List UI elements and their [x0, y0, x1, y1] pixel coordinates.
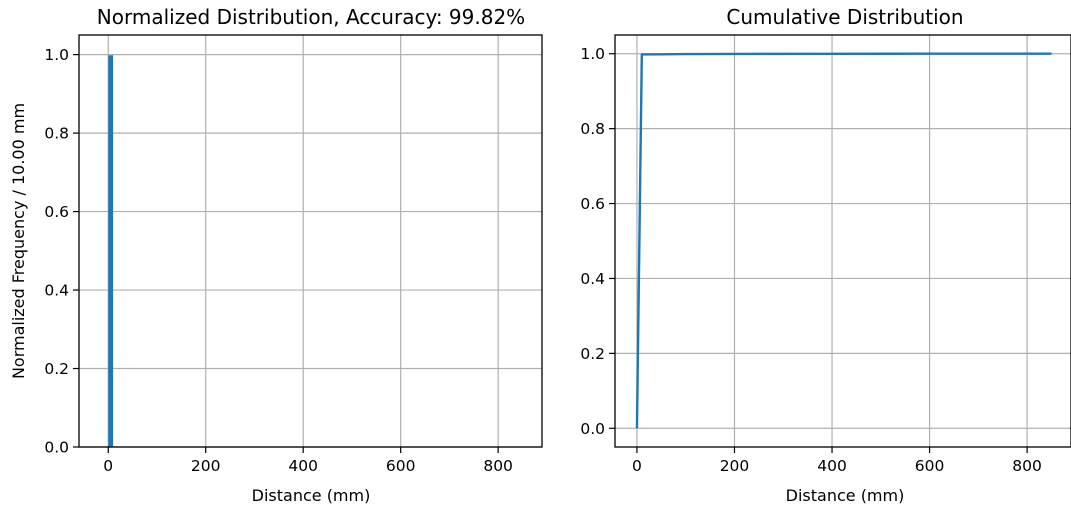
- plot-frame: [78, 34, 543, 448]
- histogram-bar: [108, 55, 114, 448]
- y-tick-label: 1.0: [580, 45, 605, 63]
- y-tick-label: 0.0: [44, 439, 69, 457]
- cumulative-line: [635, 52, 1052, 429]
- y-tick-label: 0.6: [580, 195, 605, 213]
- x-tick-label: 800: [483, 457, 513, 475]
- x-tick-label: 200: [191, 457, 221, 475]
- x-tick-label: 200: [720, 457, 750, 475]
- plot-frame: [614, 34, 1071, 448]
- y-tick-label: 0.0: [580, 420, 605, 438]
- cumulative-line-series: [635, 52, 1052, 429]
- y-tick-label: 0.4: [44, 282, 69, 300]
- x-tick-label: 600: [915, 457, 945, 475]
- y-tick-label: 0.8: [44, 125, 69, 143]
- x-tick-label: 0: [632, 457, 642, 475]
- x-tick-label: 400: [817, 457, 847, 475]
- chart-title: Normalized Distribution, Accuracy: 99.82…: [97, 5, 525, 29]
- y-axis-label: Normalized Frequency / 10.00 mm: [9, 103, 28, 379]
- y-axis-ticks: 0.0 0.2 0.4 0.6 0.8 1.0: [44, 46, 79, 457]
- x-axis-label: Distance (mm): [252, 486, 371, 505]
- grid: [79, 35, 542, 448]
- y-tick-label: 0.2: [580, 345, 605, 363]
- y-tick-label: 0.8: [580, 120, 605, 138]
- x-axis-ticks: 0 200 400 600 800: [632, 447, 1042, 475]
- chart-title: Cumulative Distribution: [726, 5, 963, 29]
- x-tick-label: 400: [288, 457, 318, 475]
- y-tick-label: 0.2: [44, 360, 69, 378]
- y-tick-label: 1.0: [44, 46, 69, 64]
- y-tick-label: 0.4: [580, 270, 605, 288]
- x-tick-label: 600: [386, 457, 416, 475]
- chart-normalized-distribution: Normalized Distribution, Accuracy: 99.82…: [9, 5, 543, 505]
- x-axis-ticks: 0 200 400 600 800: [103, 447, 513, 475]
- x-tick-label: 0: [103, 457, 113, 475]
- histogram-bars: [108, 55, 114, 448]
- x-axis-label: Distance (mm): [786, 486, 905, 505]
- chart-cumulative-distribution: Cumulative Distribution 0 200 400 600 800 0.…: [580, 5, 1071, 505]
- y-tick-label: 0.6: [44, 203, 69, 221]
- y-axis-ticks: 0.0 0.2 0.4 0.6 0.8 1.0: [580, 45, 615, 438]
- x-tick-label: 800: [1012, 457, 1042, 475]
- grid: [615, 35, 1071, 447]
